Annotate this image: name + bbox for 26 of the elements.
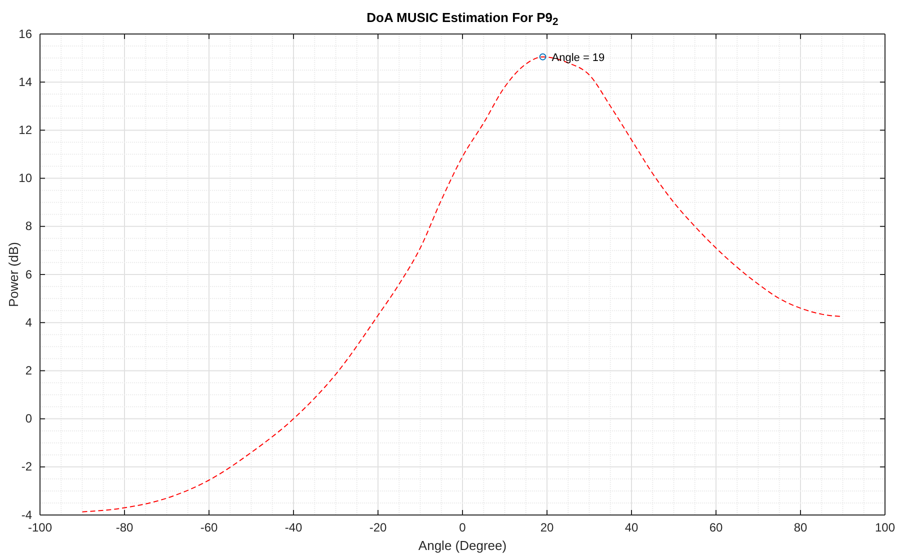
x-tick-label: 100 — [874, 520, 896, 535]
x-tick-label: 20 — [540, 520, 554, 535]
x-tick-label: 80 — [794, 520, 808, 535]
x-tick-label: -20 — [369, 520, 387, 535]
y-tick-label: 6 — [25, 267, 32, 282]
y-tick-label: 2 — [25, 364, 32, 378]
y-tick-label: 14 — [18, 74, 32, 89]
y-tick-label: -2 — [21, 460, 32, 474]
x-tick-label: 60 — [709, 520, 723, 535]
y-tick-label: 12 — [18, 123, 32, 138]
x-tick-label: -60 — [200, 520, 218, 535]
x-tick-label: -100 — [28, 520, 52, 535]
x-tick-label: -80 — [116, 520, 134, 535]
y-tick-label: 4 — [25, 315, 32, 330]
y-axis-title: Power (dB) — [6, 242, 21, 308]
annotation: Angle = 19 — [552, 52, 605, 64]
y-tick-label: 16 — [18, 26, 32, 41]
x-tick-label: 0 — [459, 520, 466, 535]
y-tick-label: -4 — [21, 508, 32, 522]
y-tick-label: 8 — [25, 219, 32, 234]
x-tick-label: -40 — [284, 520, 302, 535]
chart-title: DoA MUSIC Estimation For P9$_{2}$ — [366, 10, 559, 28]
x-axis-title: Angle (Degree) — [418, 538, 507, 553]
y-tick-label: 0 — [25, 412, 32, 426]
y-tick-label: 10 — [18, 171, 32, 186]
x-tick-label: 40 — [624, 520, 638, 535]
